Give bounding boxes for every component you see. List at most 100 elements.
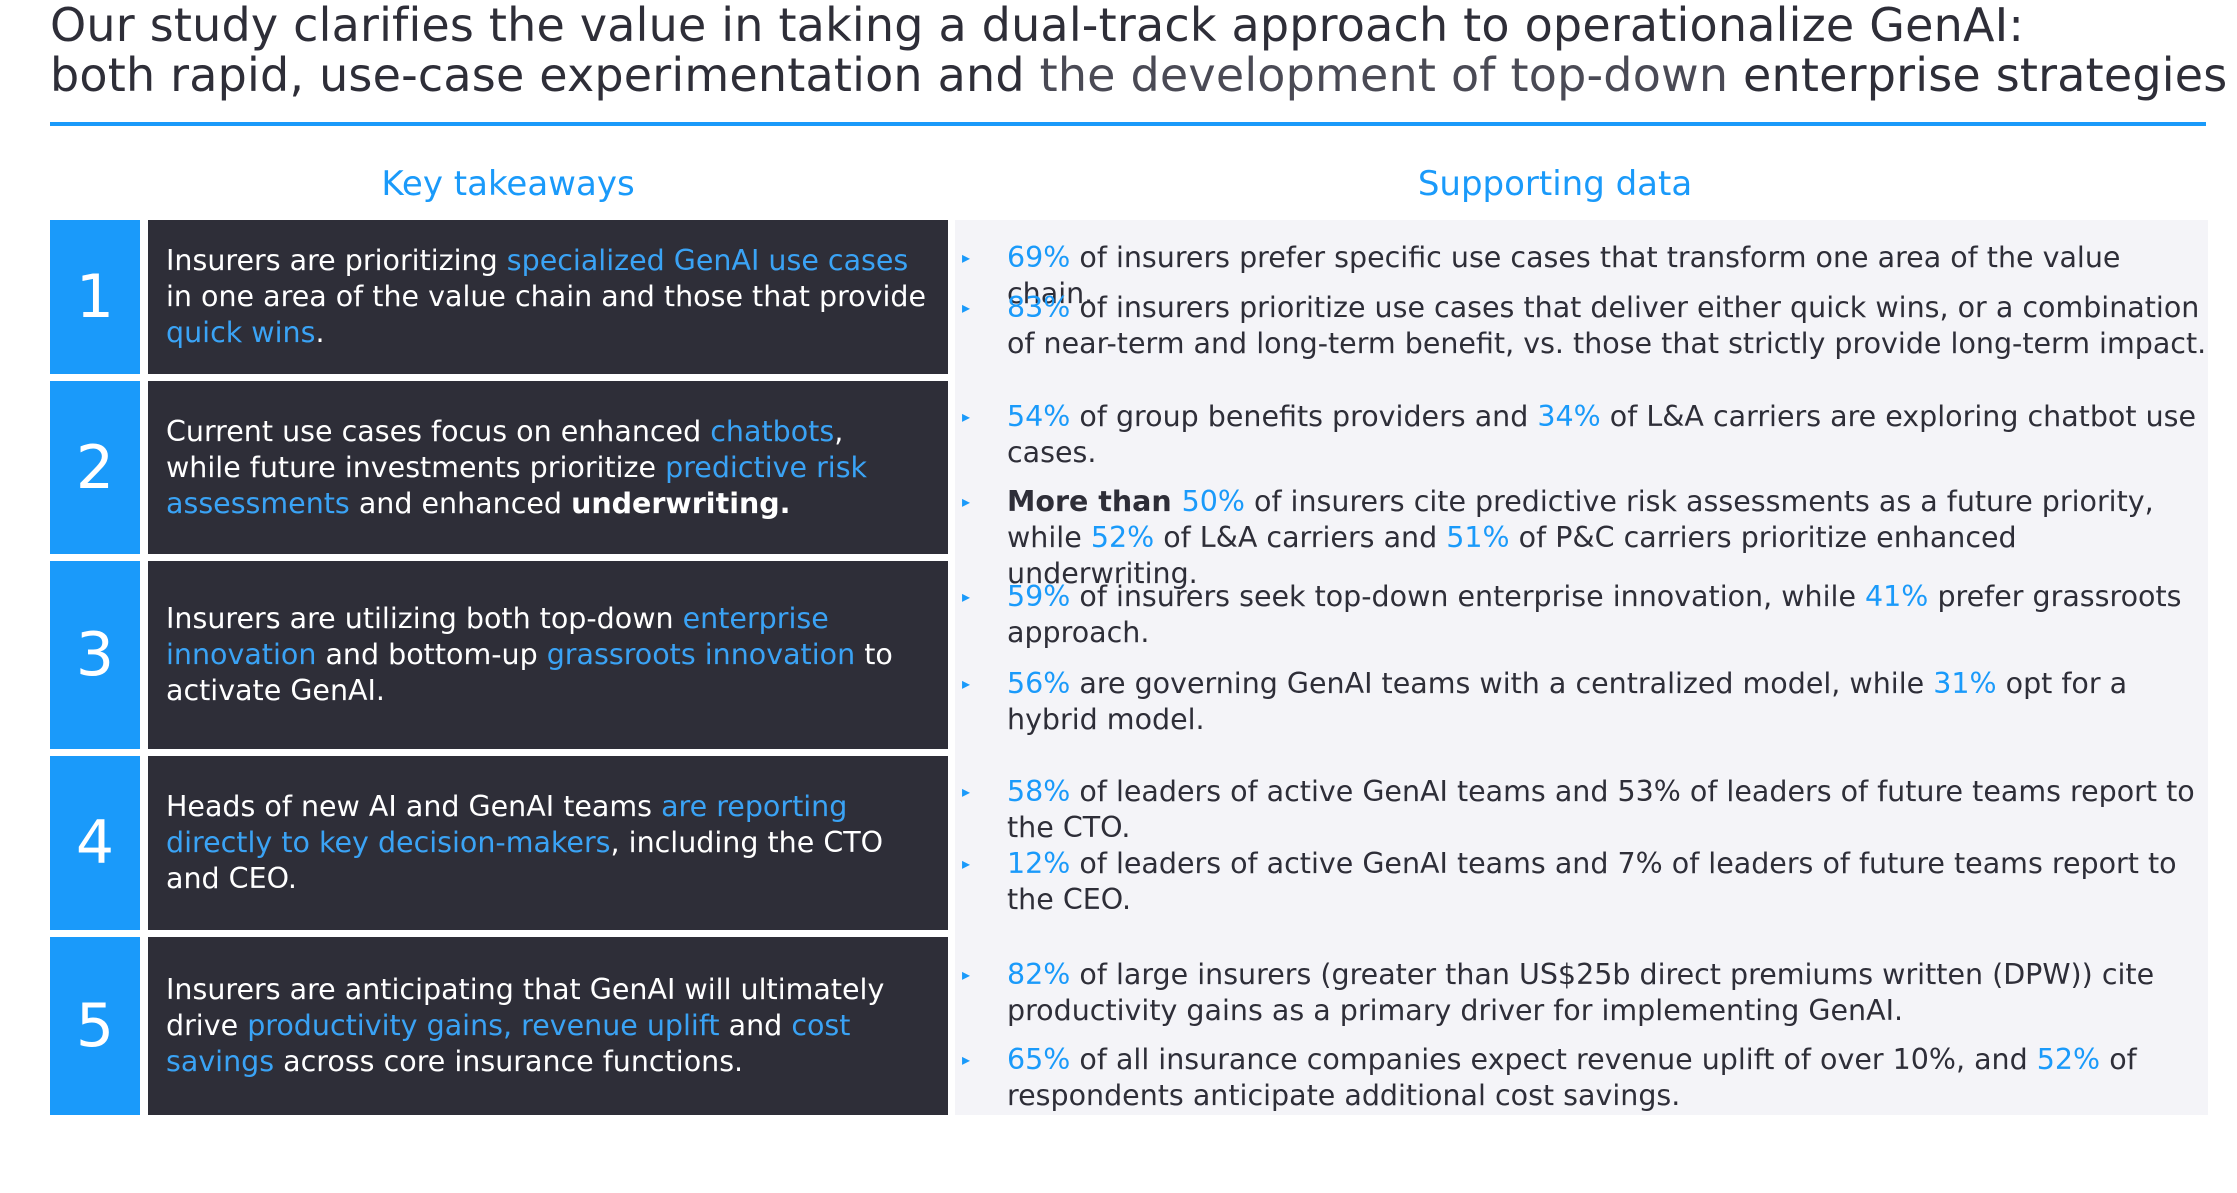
data-bullet-text: 59% of insurers seek top-down enterprise… [1007, 579, 2207, 651]
text-segment: , while future investments prioritize [166, 414, 844, 484]
text-segment: of L&A carriers are exploring chatbot us… [1007, 400, 2197, 469]
highlight-text: 31% [1933, 667, 1997, 700]
key-takeaway-text: Insurers are prioritizing specialized Ge… [166, 243, 926, 351]
text-segment: . [315, 316, 325, 349]
highlight-text: 52% [1090, 521, 1155, 554]
highlight-text: 51% [1446, 521, 1510, 554]
highlight-text: productivity gains, revenue uplift [247, 1009, 720, 1042]
data-bullet-text: 82% of large insurers (greater than US$2… [1007, 957, 2207, 1029]
highlight-text: 12% [1007, 847, 1071, 880]
highlight-text: enterprise innovation [166, 602, 829, 671]
page-title: Our study clarifies the value in taking … [50, 0, 2230, 100]
bullet-arrow-icon: ▸ [962, 782, 971, 801]
highlight-text: are reporting directly to key decision-m… [166, 790, 848, 859]
text-segment: of insurers prefer specific use cases th… [1007, 241, 2121, 310]
key-takeaway: Current use cases focus on enhanced chat… [148, 381, 948, 554]
bullet-arrow-icon: ▸ [962, 248, 971, 267]
data-bullet-text: 54% of group benefits providers and 34% … [1007, 399, 2207, 471]
text-segment: of insurers cite predictive risk assessm… [1007, 485, 2154, 554]
text-segment: opt for a hybrid model. [1007, 667, 2128, 736]
text-segment: of insurers seek top-down enterprise inn… [1070, 580, 1866, 613]
column-header-key-takeaways: Key takeaways [381, 164, 635, 204]
title-divider [50, 122, 2206, 126]
bullet-arrow-icon: ▸ [962, 492, 971, 511]
title-line-2: both rapid, use-case experimentation and… [50, 50, 2230, 100]
bold-text: More than [1007, 485, 1182, 518]
key-takeaway: Heads of new AI and GenAI teams are repo… [148, 756, 948, 930]
highlight-text: 34% [1537, 400, 1601, 433]
text-segment: Insurers are prioritizing [166, 244, 507, 277]
text-segment: Insurers are utilizing both top-down [166, 602, 683, 635]
text-segment: of leaders of active GenAI teams and 7% … [1007, 847, 2177, 916]
highlight-text: predictive risk assessments [166, 450, 868, 520]
highlight-text: quick wins [166, 316, 316, 349]
supporting-data: ▸ 54% of group benefits providers and 34%… [962, 381, 2207, 590]
key-takeaway: Insurers are utilizing both top-down ent… [148, 561, 948, 749]
highlight-text: grassroots innovation [546, 638, 856, 671]
key-takeaway-text: Current use cases focus on enhanced chat… [166, 414, 926, 522]
key-takeaway-text: Heads of new AI and GenAI teams are repo… [166, 789, 926, 897]
data-bullet-text: 12% of leaders of active GenAI teams and… [1007, 846, 2207, 918]
bullet-arrow-icon: ▸ [962, 407, 971, 426]
highlight-text: chatbots [710, 414, 835, 448]
bullet-arrow-icon: ▸ [962, 1050, 971, 1069]
column-header-supporting-data: Supporting data [1417, 164, 1693, 204]
bullet-arrow-icon: ▸ [962, 674, 971, 693]
text-segment: are governing GenAI teams with a central… [1070, 667, 1934, 700]
data-bullet-text: 65% of all insurance companies expect re… [1007, 1042, 2207, 1114]
text-segment: of respondents anticipate additional cos… [1007, 1043, 2137, 1112]
row-number: 1 [50, 220, 140, 374]
text-segment: and enhanced [349, 486, 572, 520]
text-segment: of insurers prioritize use cases that de… [1007, 291, 2207, 360]
text-segment: of P&C carriers prioritize enhanced unde… [1007, 521, 2017, 590]
text-segment: Current use cases focus on enhanced [166, 414, 711, 448]
supporting-data: ▸ 82% of large insurers (greater than US$… [962, 937, 2207, 1115]
highlight-text: 58% [1007, 775, 1071, 808]
supporting-data-panel [955, 220, 2208, 1115]
row-number: 2 [50, 381, 140, 554]
title-line-1: Our study clarifies the value in taking … [50, 0, 2025, 52]
data-bullet-text: 56% are governing GenAI teams with a cen… [1007, 666, 2207, 738]
title-line-2-part-b: the development of top-down [1039, 48, 1729, 102]
data-bullet-text: 83% of insurers prioritize use cases tha… [1007, 290, 2207, 362]
highlight-text: specialized GenAI use cases [506, 244, 909, 277]
text-segment: of large insurers (greater than US$25b d… [1007, 958, 2155, 1027]
highlight-text: 59% [1007, 580, 1071, 613]
highlight-text: 83% [1007, 291, 1071, 324]
takeaway-row: 1 Insurers are prioritizing specialized G… [50, 220, 2210, 374]
text-segment: and bottom-up [316, 638, 547, 671]
text-segment: in one area of the value chain and those… [166, 280, 927, 313]
takeaway-row: 3 Insurers are utilizing both top-down en… [50, 561, 2210, 749]
row-number: 5 [50, 937, 140, 1115]
text-segment: and [719, 1009, 792, 1042]
highlight-text: cost savings [166, 1009, 851, 1078]
text-segment: across core insurance functions. [274, 1045, 744, 1078]
highlight-text: 56% [1007, 667, 1071, 700]
text-segment: prefer grassroots approach. [1007, 580, 2182, 649]
key-takeaway-text: Insurers are anticipating that GenAI wil… [166, 972, 926, 1080]
text-segment: of group benefits providers and [1070, 400, 1538, 433]
row-number: 4 [50, 756, 140, 930]
bullet-arrow-icon: ▸ [962, 965, 971, 984]
highlight-text: 82% [1007, 958, 1071, 991]
supporting-data: ▸ 58% of leaders of active GenAI teams an… [962, 756, 2207, 930]
key-takeaway: Insurers are prioritizing specialized Ge… [148, 220, 948, 374]
supporting-data: ▸ 69% of insurers prefer specific use cas… [962, 220, 2207, 374]
highlight-text: 54% [1007, 400, 1071, 433]
supporting-data: ▸ 59% of insurers seek top-down enterpris… [962, 561, 2207, 749]
row-number: 3 [50, 561, 140, 749]
takeaway-row: 2 Current use cases focus on enhanced cha… [50, 381, 2210, 590]
highlight-text: 69% [1007, 241, 1071, 274]
highlight-text: 52% [2036, 1043, 2101, 1076]
takeaway-row: 4 Heads of new AI and GenAI teams are rep… [50, 756, 2210, 930]
highlight-text: 41% [1865, 580, 1929, 613]
key-takeaway: Insurers are anticipating that GenAI wil… [148, 937, 948, 1115]
text-segment: to activate GenAI. [166, 638, 893, 707]
data-bullet-text: 58% of leaders of active GenAI teams and… [1007, 774, 2207, 846]
takeaway-row: 5 Insurers are anticipating that GenAI wi… [50, 937, 2210, 1115]
text-segment: Heads of new AI and GenAI teams [166, 790, 662, 823]
text-segment: of L&A carriers and [1154, 521, 1447, 554]
title-line-2-part-c: enterprise strategies [1728, 48, 2228, 102]
text-segment: Insurers are anticipating that GenAI wil… [166, 973, 885, 1042]
key-takeaway-text: Insurers are utilizing both top-down ent… [166, 601, 926, 709]
